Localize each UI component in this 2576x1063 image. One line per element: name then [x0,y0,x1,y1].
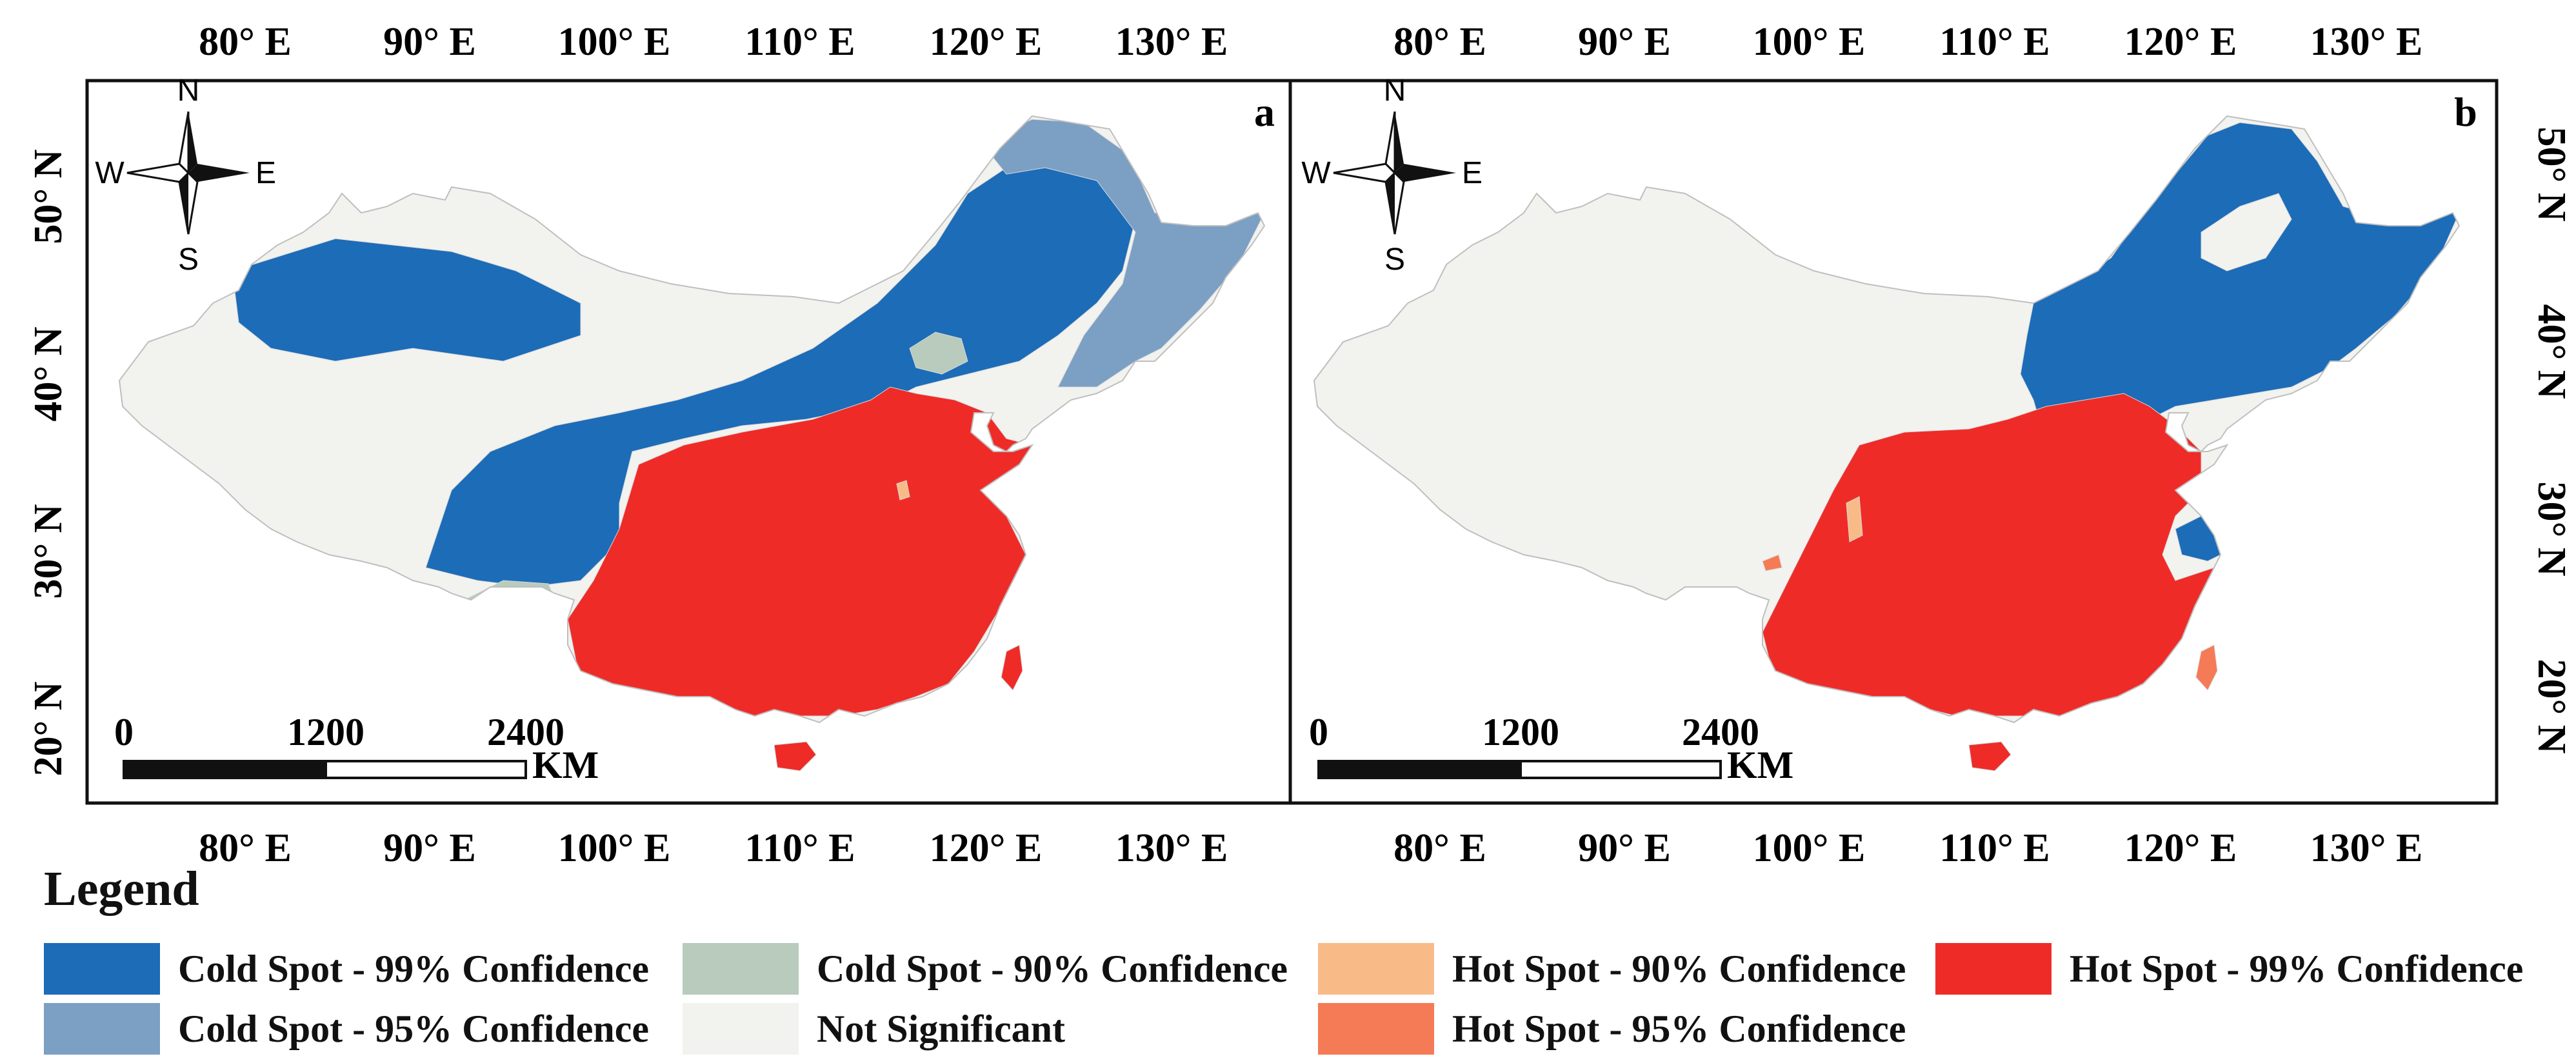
legend-item-hot-99: Hot Spot - 99% Confidence [1935,943,2523,995]
lat-right-30: 30° N [2530,481,2573,576]
lat-left-50: 50° N [26,149,70,244]
scale-unit-b: KM [1727,744,1793,786]
lat-left-20: 20° N [26,681,70,776]
lon-bot-a-110: 110° E [744,826,855,870]
lon-bot-a-100: 100° E [558,826,671,870]
lon-bot-b-80: 80° E [1393,826,1486,870]
legend-swatch-cold-95 [44,1003,160,1055]
scale-tick-0-b: 0 [1309,711,1328,753]
panel-letter-a: a [1254,89,1275,135]
legend-label-cold-95: Cold Spot - 95% Confidence [178,1007,650,1050]
lon-top-b-90: 90° E [1578,20,1671,64]
scale-tick-0-a: 0 [114,711,134,753]
scale-bar-b: 0 1200 2400 KM [1309,711,1793,786]
compass-n-b: N [1384,74,1406,108]
compass-e-b: E [1462,156,1483,190]
compass-s-b: S [1384,243,1405,277]
legend-label-cold-99: Cold Spot - 99% Confidence [178,947,650,990]
lon-bot-b-100: 100° E [1753,826,1866,870]
compass-rose-a: N S E W [95,74,276,277]
lon-top-b-130: 130° E [2310,20,2423,64]
lon-bot-b-130: 130° E [2310,826,2423,870]
lon-top-b-110: 110° E [1939,20,2050,64]
legend-swatch-cold-99 [44,943,160,995]
lon-top-a-120: 120° E [930,20,1043,64]
lon-top-b-120: 120° E [2124,20,2237,64]
scale-tick-2400-a: 2400 [487,711,564,753]
region-not-sig-b-north [2201,193,2292,272]
legend-item-hot-90: Hot Spot - 90% Confidence [1318,943,1906,995]
legend-label-hot-95: Hot Spot - 95% Confidence [1452,1007,1906,1050]
scale-tick-2400-b: 2400 [1682,711,1759,753]
lon-bot-a-90: 90° E [383,826,476,870]
lon-bot-b-120: 120° E [2124,826,2237,870]
lat-right-40: 40° N [2530,304,2573,399]
island-taiwan-a [1001,644,1023,691]
legend-item-cold-99: Cold Spot - 99% Confidence [44,943,649,995]
legend-swatch-hot-90 [1318,943,1434,995]
legend-swatch-hot-99 [1935,943,2052,995]
lat-left-30: 30° N [26,504,70,599]
lat-right-50: 50° N [2530,126,2573,221]
panel-b: b N S E W 0 1200 2400 KM [1288,74,2499,805]
lon-bot-b-90: 90° E [1578,826,1671,870]
lon-top-b-100: 100° E [1753,20,1866,64]
lon-top-a-90: 90° E [383,20,476,64]
lat-left-40: 40° N [26,326,70,421]
lon-top-a-110: 110° E [744,20,855,64]
region-cold-99 [232,238,581,362]
lon-labels: 80° E 90° E 100° E 110° E 120° E 130° E … [199,20,2422,870]
compass-e-a: E [255,156,276,190]
scale-tick-1200-b: 1200 [1482,711,1559,753]
island-hainan-a [774,741,817,771]
region-hot-90-b [1846,496,1863,542]
legend-swatch-not-significant [683,1003,799,1055]
panel-letter-b: b [2454,89,2477,135]
region-cold-99-central [425,161,1136,588]
legend-title: Legend [44,862,199,916]
scale-tick-1200-a: 1200 [287,711,364,753]
lat-labels: 50° N 40° N 30° N 20° N 50° N 40° N 30° … [26,126,2573,776]
region-hot-90 [896,480,910,501]
legend-item-cold-95: Cold Spot - 95% Confidence [44,1003,649,1055]
lon-bot-a-130: 130° E [1115,826,1228,870]
lon-top-b-80: 80° E [1393,20,1486,64]
legend-item-cold-90: Cold Spot - 90% Confidence [683,943,1288,995]
legend-label-hot-99: Hot Spot - 99% Confidence [2070,947,2524,990]
compass-rose-b: N S E W [1301,74,1483,277]
lon-bot-b-110: 110° E [1939,826,2050,870]
lon-bot-a-80: 80° E [199,826,292,870]
scale-bar-a: 0 1200 2400 KM [114,711,599,786]
legend-swatch-hot-95 [1318,1003,1434,1055]
lon-top-a-100: 100° E [558,20,671,64]
compass-s-a: S [178,243,199,277]
scale-unit-a: KM [532,744,599,786]
legend-item-not-significant: Not Significant [683,1003,1065,1055]
region-cold-90 [909,332,968,375]
compass-w-b: W [1301,156,1331,190]
lon-top-a-130: 130° E [1115,20,1228,64]
compass-n-a: N [177,74,200,108]
region-hot-95-b [1762,554,1782,571]
legend-swatch-cold-90 [683,943,799,995]
legend-label-cold-90: Cold Spot - 90% Confidence [817,947,1288,990]
compass-w-a: W [95,156,125,190]
legend-label-hot-90: Hot Spot - 90% Confidence [1452,947,1906,990]
island-hainan-b [1968,741,2012,771]
legend-item-hot-95: Hot Spot - 95% Confidence [1318,1003,1906,1055]
island-taiwan-b [2195,644,2218,691]
lat-right-20: 20° N [2530,659,2573,753]
lon-top-a-80: 80° E [199,20,292,64]
lon-bot-a-120: 120° E [930,826,1043,870]
panel-a: a N S E W 0 1200 2400 KM [85,74,1292,805]
legend-label-not-significant: Not Significant [817,1007,1066,1050]
